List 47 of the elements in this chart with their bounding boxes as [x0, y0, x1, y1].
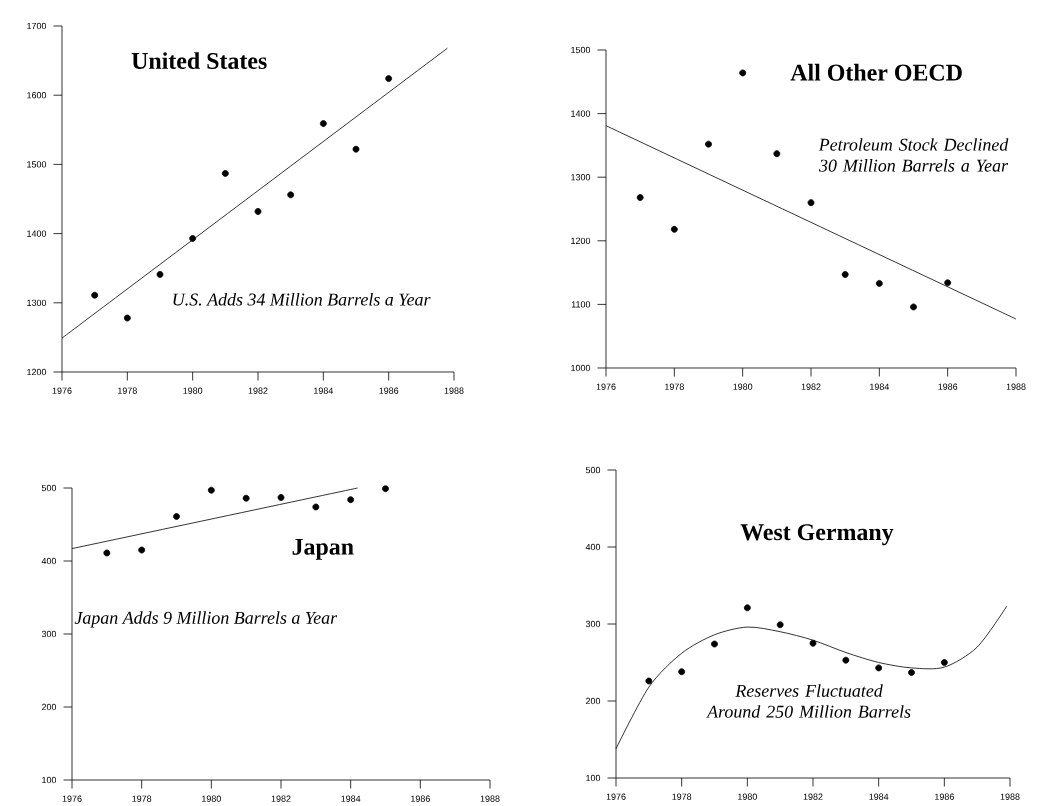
point	[739, 69, 747, 77]
point	[221, 169, 229, 177]
point	[809, 639, 817, 647]
point	[875, 664, 883, 672]
point	[156, 271, 164, 278]
point	[773, 150, 781, 158]
point	[705, 140, 712, 148]
point	[385, 75, 393, 82]
annotation: Japan Adds 9 Million Barrels a Year	[74, 611, 338, 628]
point	[807, 199, 815, 207]
point	[908, 669, 915, 676]
text: United States	[131, 52, 267, 69]
text: West Germany	[740, 524, 894, 546]
point	[347, 496, 355, 504]
point	[841, 271, 849, 278]
point	[670, 225, 678, 233]
point	[207, 486, 215, 494]
point	[743, 604, 751, 612]
annotation: U.S. Adds 34 Million Barrels a Year	[173, 292, 431, 306]
point	[277, 494, 285, 501]
point	[173, 513, 180, 520]
point	[319, 120, 327, 127]
point	[312, 503, 320, 511]
point	[123, 314, 131, 322]
point	[910, 303, 917, 311]
point	[254, 208, 262, 215]
annotation: Petroleum Stock Declined 30 Million Barrels a Year	[818, 138, 1009, 172]
point	[944, 279, 952, 287]
point	[189, 235, 197, 242]
point	[91, 291, 99, 299]
point	[242, 494, 250, 502]
point	[636, 194, 644, 201]
point	[138, 546, 146, 554]
point	[875, 280, 883, 287]
chart-title: All Other OECD	[790, 63, 962, 81]
point	[352, 145, 360, 153]
point	[382, 485, 389, 493]
point	[678, 668, 686, 676]
point	[776, 621, 784, 629]
point	[103, 549, 111, 557]
point	[940, 659, 948, 666]
point	[842, 656, 850, 664]
point	[711, 640, 718, 648]
annotation: Reserves Fluctuated Around 250 Million Barrels	[706, 684, 911, 718]
point	[645, 677, 653, 685]
text: Japan	[292, 538, 354, 560]
point	[287, 191, 295, 199]
